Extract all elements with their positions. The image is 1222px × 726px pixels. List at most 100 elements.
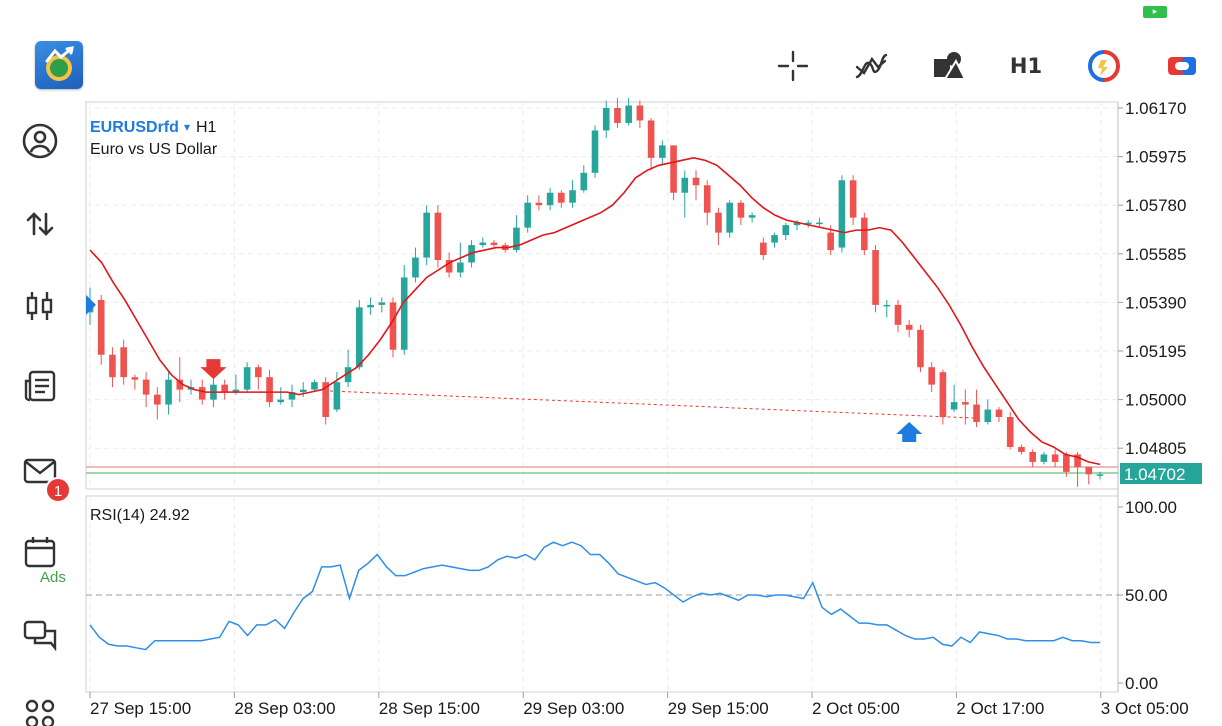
candle-body [872, 250, 879, 305]
candle-body [311, 382, 318, 390]
candle-body [198, 387, 206, 400]
candle-body [636, 105, 644, 121]
candle-body [647, 120, 655, 158]
candle-body [984, 409, 992, 423]
candle-body [614, 108, 621, 123]
rsi-tick-label: 50.00 [1125, 586, 1168, 605]
moving-average-line [89, 157, 1101, 466]
candle-body [849, 180, 857, 218]
time-tick-label: 28 Sep 15:00 [379, 699, 480, 718]
price-tick-label: 1.04805 [1125, 439, 1186, 458]
candle-body [827, 232, 834, 251]
current-price-tag [1120, 463, 1202, 484]
unread-messages-badge: 1 [45, 477, 71, 503]
candle-body [737, 202, 745, 218]
battery-status-icon: ▸ [1143, 6, 1167, 18]
symbol-description: Euro vs US Dollar [90, 141, 218, 158]
candle-body [625, 105, 632, 123]
timeframe-selector[interactable]: H1 [1009, 54, 1043, 78]
app-logo[interactable] [35, 41, 83, 89]
buy-arrow-icon [896, 422, 923, 443]
time-tick-label: 2 Oct 05:00 [812, 699, 900, 718]
chart-timeframe-label: H1 [196, 119, 217, 136]
candle-body [917, 329, 924, 368]
candle-body [569, 190, 576, 203]
candle-body [479, 242, 487, 246]
chat-icon[interactable] [20, 615, 60, 655]
indicators-icon[interactable] [853, 48, 889, 84]
time-tick-label: 2 Oct 17:00 [956, 699, 1044, 718]
candle-body [816, 222, 823, 225]
candle-body [389, 302, 397, 350]
candle-body [883, 304, 891, 307]
time-axis: 27 Sep 15:00 28 Sep 03:00 28 Sep 15:00 29 S… [89, 692, 1189, 718]
symbol-dropdown-icon[interactable]: ▾ [184, 120, 190, 134]
symbol-name[interactable]: EURUSDrfd [90, 119, 179, 136]
candle-body [344, 367, 352, 383]
calendar-icon[interactable] [20, 532, 60, 572]
candle-body [535, 202, 543, 206]
candles-series [86, 98, 1104, 487]
candle-body [1006, 417, 1014, 447]
candle-body [243, 367, 251, 390]
trade-icon[interactable] [1164, 48, 1200, 84]
more-icon[interactable] [20, 694, 60, 726]
crosshair-icon[interactable] [775, 48, 811, 84]
candle-body [962, 402, 969, 405]
candle-body [782, 225, 790, 236]
candle-body [1074, 454, 1081, 467]
chart-icon[interactable] [20, 286, 60, 326]
candle-body [299, 389, 307, 393]
price-axis: 1.06170 1.05975 1.05780 1.05585 1.05390 1.051… [1118, 99, 1186, 458]
candle-body [715, 212, 722, 233]
candle-body [457, 262, 464, 273]
history-icon[interactable] [20, 366, 60, 406]
candle-body [950, 402, 958, 410]
ads-label[interactable]: Ads [40, 569, 66, 586]
candle-body [232, 389, 240, 393]
candle-body [490, 242, 498, 246]
candle-body [154, 394, 161, 405]
candle-body [288, 392, 296, 400]
candle-body [120, 347, 127, 378]
time-tick-label: 29 Sep 15:00 [668, 699, 769, 718]
messages-icon[interactable] [20, 451, 60, 491]
candle-body [434, 212, 442, 261]
candle-body [939, 372, 947, 418]
candle-body [412, 257, 419, 278]
trade-markers [86, 294, 923, 443]
one-click-trading-icon[interactable] [1086, 48, 1122, 84]
candle-body [1085, 466, 1093, 475]
candle-body [905, 324, 913, 330]
candle-body [692, 177, 700, 186]
chart-grid [86, 102, 1118, 692]
candle-body [176, 379, 184, 390]
candle-body [109, 354, 116, 378]
candle-body [367, 304, 374, 308]
objects-icon[interactable] [931, 48, 967, 84]
candle-body [142, 379, 150, 395]
chart-frames [85, 101, 1119, 693]
candle-body [1029, 451, 1036, 462]
quotes-icon[interactable] [20, 121, 60, 161]
candle-body [995, 409, 1003, 418]
candle-body [255, 367, 262, 378]
price-tick-label: 1.05000 [1125, 391, 1186, 410]
candle-body [760, 242, 767, 256]
candle-body [266, 377, 273, 403]
candle-body [322, 382, 329, 418]
candle-body [546, 192, 554, 206]
candle-body [659, 145, 666, 158]
candle-body [771, 235, 778, 243]
candle-body [793, 222, 801, 226]
price-tick-label: 1.05585 [1125, 245, 1186, 264]
candle-body [894, 304, 902, 325]
candle-body [670, 145, 677, 193]
moving-average-series [89, 157, 1101, 466]
rsi-series [89, 541, 1100, 651]
candle-body [423, 212, 430, 258]
trade-arrows-icon[interactable] [20, 204, 60, 244]
current-price-value: 1.04702 [1124, 465, 1185, 484]
candle-body [681, 177, 689, 193]
